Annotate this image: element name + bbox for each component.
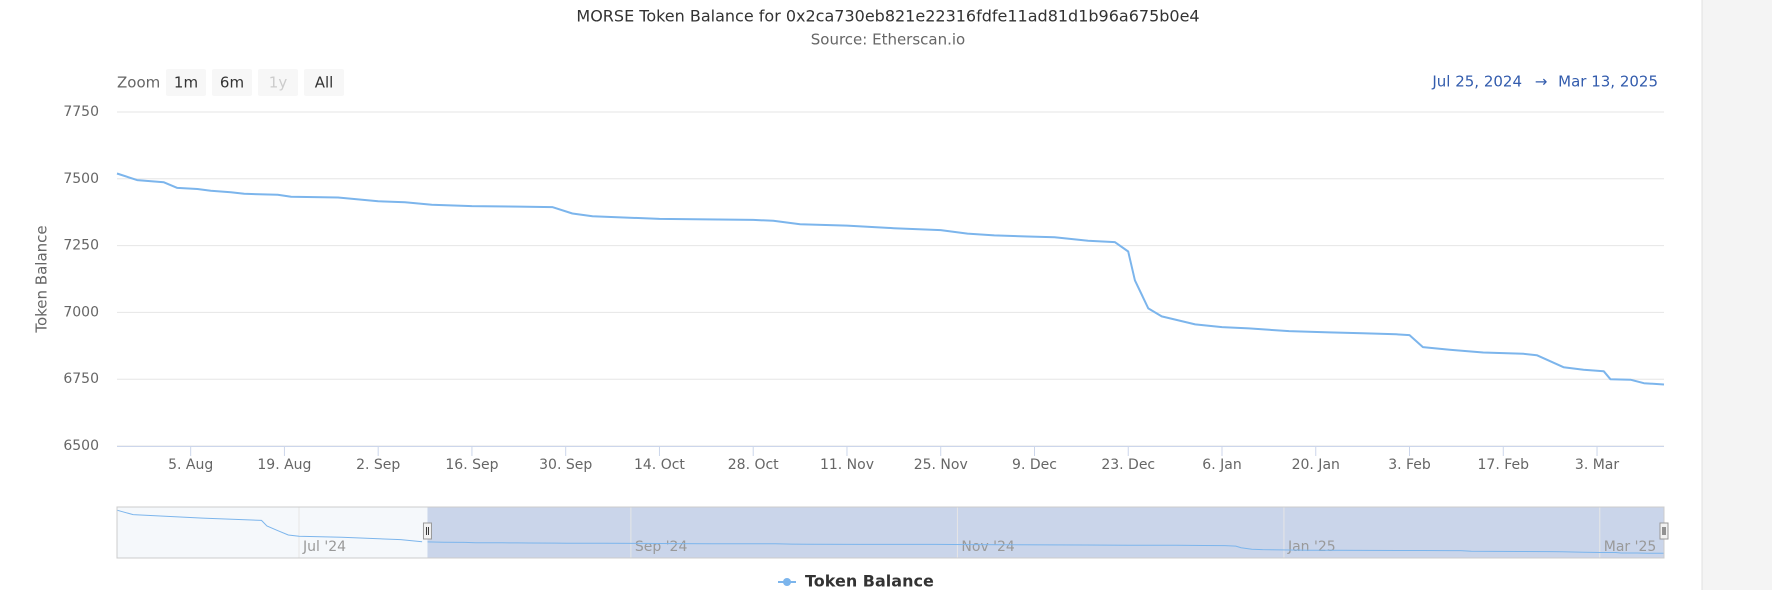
y-tick-label: 7000: [63, 304, 99, 320]
x-tick-label: 28. Oct: [728, 457, 779, 473]
x-tick-label: 19. Aug: [257, 457, 311, 473]
data-line: [116, 172, 1665, 386]
zoom-button-label[interactable]: 6m: [220, 74, 244, 92]
zoom-label: Zoom: [117, 74, 160, 92]
x-tick-label: 6. Jan: [1202, 457, 1241, 473]
x-tick-label: 14. Oct: [634, 457, 685, 473]
x-tick-label: 25. Nov: [914, 457, 968, 473]
chart-subtitle: Source: Etherscan.io: [811, 31, 965, 49]
navigator-line: [427, 541, 1665, 554]
zoom-button[interactable]: [166, 69, 206, 96]
navigator-handle[interactable]: [1659, 522, 1669, 540]
x-tick-label: 5. Aug: [168, 457, 213, 473]
navigator-line: [116, 509, 423, 543]
y-tick-label: 7500: [63, 171, 99, 187]
range-arrow: →: [1535, 73, 1548, 91]
x-tick-label: 16. Sep: [445, 457, 498, 473]
navigator-tick-label: Sep '24: [635, 539, 688, 555]
range-from[interactable]: Jul 25, 2024: [1431, 73, 1522, 91]
navigator-tick-label: Jul '24: [302, 539, 346, 555]
y-tick-label: 7750: [63, 104, 99, 120]
x-tick-label: 3. Feb: [1388, 457, 1431, 473]
zoom-button-label: 1y: [269, 74, 288, 92]
navigator-tick-label: Mar '25: [1604, 539, 1657, 555]
x-tick-label: 3. Mar: [1575, 457, 1619, 473]
zoom-button-label[interactable]: 1m: [174, 74, 198, 92]
y-axis-title: Token Balance: [33, 225, 51, 333]
x-tick-label: 20. Jan: [1292, 457, 1340, 473]
navigator-selection[interactable]: [427, 507, 1664, 558]
navigator-handle[interactable]: [422, 522, 432, 540]
y-tick-label: 7250: [63, 238, 99, 254]
x-tick-label: 17. Feb: [1478, 457, 1530, 473]
y-tick-label: 6750: [63, 371, 99, 387]
legend-label[interactable]: Token Balance: [805, 572, 934, 590]
navigator-tick-label: Jan '25: [1287, 539, 1336, 555]
zoom-button-label[interactable]: All: [315, 74, 334, 92]
navigator-bg: [117, 507, 1664, 558]
side-panel: [1702, 0, 1772, 590]
x-tick-label: 2. Sep: [356, 457, 400, 473]
zoom-button[interactable]: [212, 69, 252, 96]
range-to[interactable]: Mar 13, 2025: [1558, 73, 1658, 91]
x-tick-label: 30. Sep: [539, 457, 592, 473]
y-tick-label: 6500: [63, 438, 99, 454]
x-tick-label: 11. Nov: [820, 457, 874, 473]
x-tick-label: 9. Dec: [1012, 457, 1057, 473]
x-tick-label: 23. Dec: [1101, 457, 1155, 473]
navigator-tick-label: Nov '24: [961, 539, 1015, 555]
zoom-button: [258, 69, 298, 96]
zoom-button[interactable]: [304, 69, 344, 96]
legend-symbol[interactable]: [783, 578, 791, 586]
chart-title: MORSE Token Balance for 0x2ca730eb821e22…: [576, 7, 1199, 26]
